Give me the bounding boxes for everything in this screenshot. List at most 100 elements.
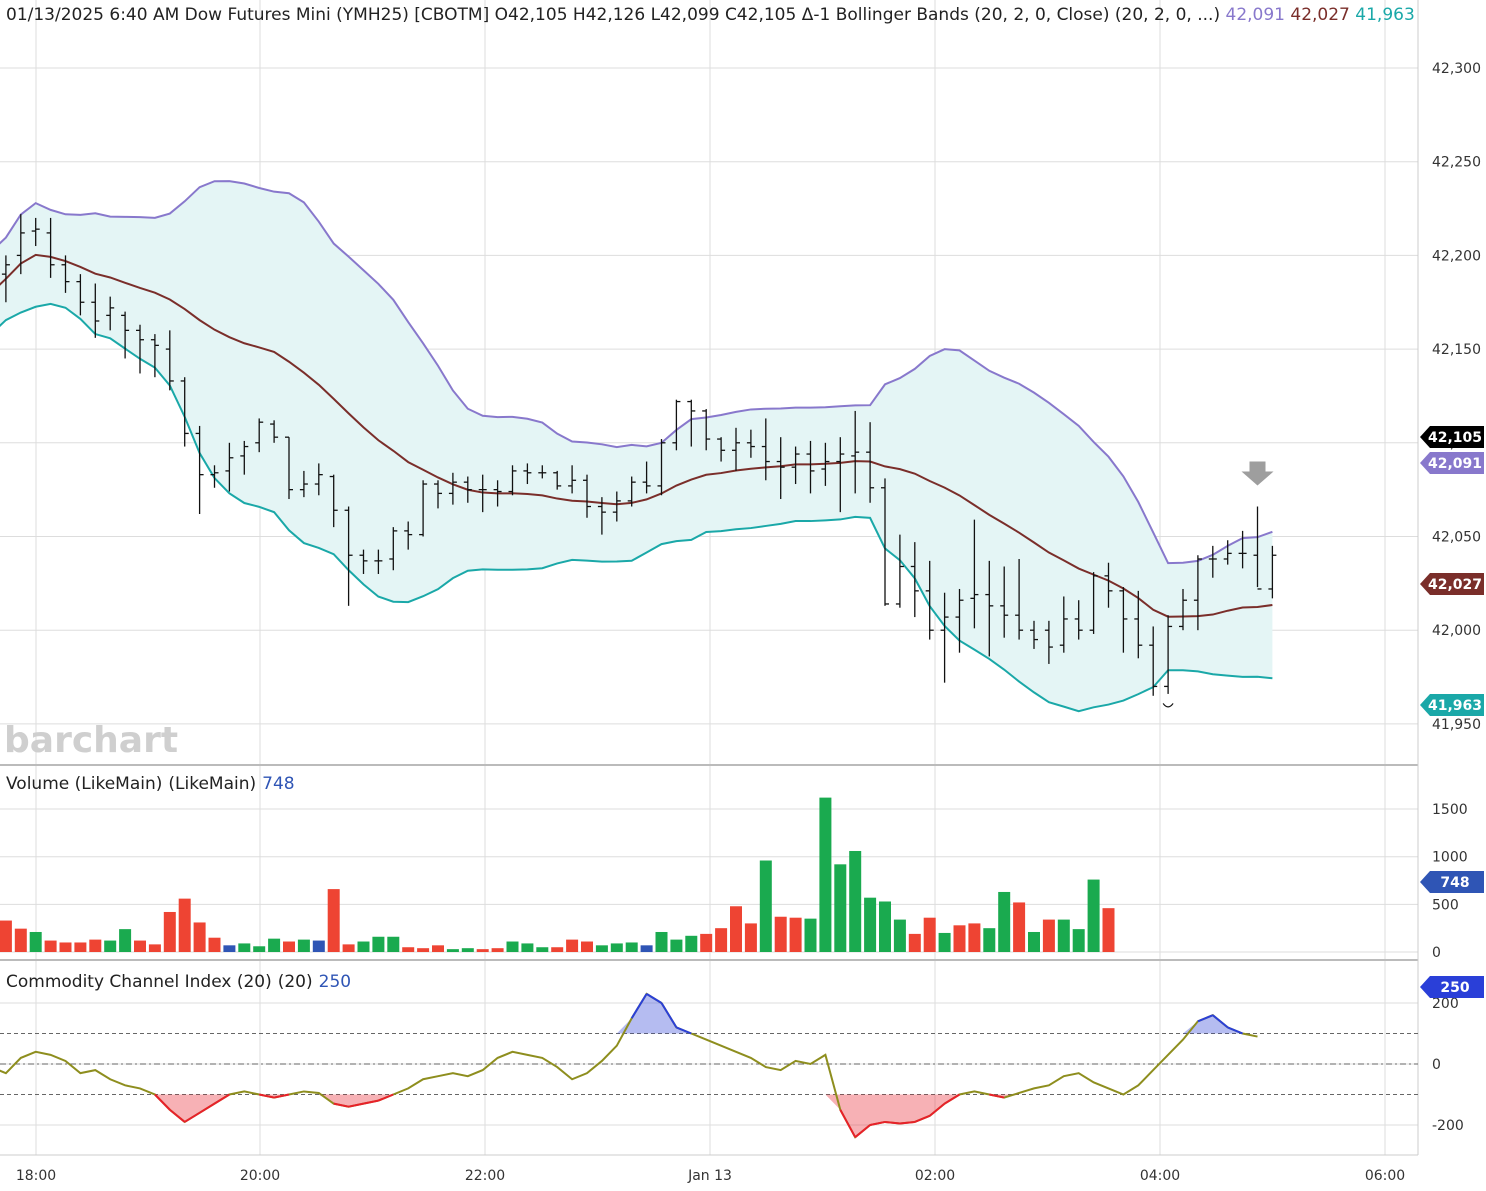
cci-line-low-segment — [199, 1102, 216, 1114]
ohlc-bar — [31, 217, 40, 247]
volume-bar — [134, 940, 146, 952]
volume-bar — [953, 925, 966, 952]
volume-bar — [1042, 919, 1055, 952]
ohlc-bar — [106, 296, 115, 331]
ohlc-bar — [225, 442, 234, 492]
volume-bar — [834, 864, 847, 952]
volume-bar — [223, 945, 236, 952]
cci-line-high-segment — [646, 992, 663, 1004]
ohlc-bar — [568, 465, 577, 494]
volume-bar — [625, 942, 638, 952]
cci-tag: 250 — [1420, 976, 1484, 998]
cci-panel-title: Commodity Channel Index (20) — [6, 972, 272, 992]
cci-line-low-segment — [854, 1124, 871, 1138]
volume-bar — [327, 889, 340, 952]
cci-line-low-segment — [258, 1093, 275, 1099]
volume-bar — [461, 948, 474, 952]
ohlc-bar — [806, 440, 815, 494]
cci-line-low-segment — [914, 1114, 931, 1123]
volume-bar — [14, 928, 27, 952]
volume-bar — [983, 928, 996, 952]
bollinger-upper-line — [0, 180, 1273, 565]
volume-bar — [789, 917, 802, 952]
ohlc-bar — [180, 377, 189, 447]
ohlc-bar — [419, 480, 428, 537]
ohlc-bar — [985, 560, 994, 657]
volume-bar — [923, 917, 936, 952]
volume-bar — [998, 891, 1011, 952]
volume-bar — [744, 923, 757, 952]
ohlc-bar — [1089, 572, 1098, 634]
cci-tick-label: 0 — [1432, 1057, 1441, 1073]
volume-bar — [595, 945, 608, 952]
ohlc-bar — [1179, 588, 1187, 631]
ohlc-bar — [240, 440, 249, 475]
ohlc-bar — [910, 542, 919, 618]
cci-line-low-segment — [839, 1109, 857, 1138]
volume-bar — [908, 933, 921, 952]
cci-panel-params: (20) — [278, 972, 313, 992]
volume-bar — [89, 939, 102, 952]
ohlc-bar — [1164, 615, 1173, 694]
cci-tag-label: 250 — [1440, 980, 1469, 996]
lower-band-tag-shape — [1420, 694, 1484, 716]
volume-tag-shape — [1420, 871, 1484, 893]
ohlc-bar — [821, 442, 830, 486]
volume-bar — [1028, 931, 1040, 952]
volume-bar — [402, 947, 415, 952]
ohlc-bar — [1238, 530, 1247, 569]
ohlc-bar — [404, 521, 413, 550]
cci-line-low-segment — [378, 1093, 394, 1102]
ohlc-bar — [136, 324, 144, 374]
ohlc-bar — [91, 283, 100, 338]
ohlc-bar — [508, 465, 517, 496]
ohlc-bar — [1, 255, 10, 303]
volume-bar — [551, 947, 564, 952]
ohlc-bar — [195, 425, 204, 515]
volume-bar — [104, 940, 117, 952]
cci-line-low-segment — [169, 1108, 186, 1123]
upper-band-tag-label: 42,091 — [1428, 456, 1482, 472]
volume-bar — [283, 941, 295, 952]
ohlc-bar — [702, 409, 711, 451]
volume-bar — [938, 932, 951, 952]
ohlc-bar — [1208, 545, 1217, 578]
ohlc-bar — [270, 420, 279, 443]
ohlc-bar — [940, 592, 949, 683]
volume-bar — [44, 940, 57, 952]
volume-bar — [312, 940, 325, 952]
volume-bar — [208, 937, 221, 952]
ohlc-bar — [493, 480, 502, 507]
ohlc-bar — [344, 506, 353, 606]
volume-bar — [119, 929, 132, 952]
ohlc-bar — [791, 446, 800, 485]
volume-bar — [0, 920, 12, 952]
barchart-logo: barchart — [4, 720, 178, 761]
volume-bar — [685, 935, 698, 952]
cci-line-high-segment — [630, 993, 648, 1019]
cci-line-low-segment — [333, 1102, 349, 1108]
ohlc-bar — [895, 534, 904, 608]
ohlc-bar — [761, 418, 770, 481]
volume-bar — [1102, 908, 1115, 952]
volume-bar — [268, 938, 281, 952]
last-price-tag: 42,105 — [1420, 426, 1484, 448]
volume-bar — [1072, 929, 1085, 952]
ohlc-bar — [448, 472, 457, 505]
cci-line-low-segment — [363, 1099, 379, 1105]
swing-low-icon — [1162, 703, 1174, 708]
chart-header: 01/13/2025 6:40 AM Dow Futures Mini (YMH… — [6, 5, 1415, 25]
volume-bar — [163, 911, 176, 952]
cci-line-low-segment — [184, 1111, 201, 1123]
ohlc-bar — [523, 463, 532, 485]
ohlc-bar — [121, 311, 130, 359]
volume-bar — [417, 948, 430, 952]
ohlc-bar — [1044, 620, 1053, 664]
volume-bar — [253, 946, 266, 952]
volume-bar — [774, 916, 787, 952]
volume-bar — [491, 948, 504, 952]
price-tick-label: 42,000 — [1432, 623, 1481, 639]
cci-tag-shape — [1420, 976, 1484, 998]
